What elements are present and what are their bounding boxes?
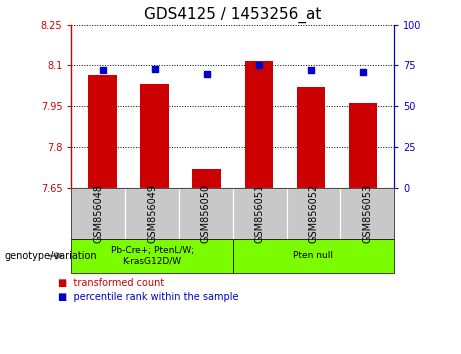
Bar [349, 103, 377, 188]
Text: GSM856052: GSM856052 [308, 184, 319, 243]
Text: GSM856049: GSM856049 [147, 184, 157, 243]
Point [151, 66, 159, 72]
Bar [193, 169, 221, 188]
Point [359, 69, 366, 75]
Text: genotype/variation: genotype/variation [5, 251, 97, 261]
Point [307, 68, 314, 73]
Point [99, 68, 106, 73]
Bar [244, 61, 273, 188]
Text: GSM856050: GSM856050 [201, 184, 211, 243]
Bar [89, 75, 117, 188]
Text: GSM856053: GSM856053 [362, 184, 372, 243]
Point [255, 63, 262, 68]
Text: GSM856048: GSM856048 [93, 184, 103, 243]
Bar [141, 85, 169, 188]
Text: Pb-Cre+; PtenL/W;
K-rasG12D/W: Pb-Cre+; PtenL/W; K-rasG12D/W [111, 246, 194, 266]
Point [203, 71, 211, 76]
Text: ■  percentile rank within the sample: ■ percentile rank within the sample [58, 292, 238, 302]
Bar [296, 87, 325, 188]
Text: Pten null: Pten null [294, 251, 333, 260]
Title: GDS4125 / 1453256_at: GDS4125 / 1453256_at [144, 7, 321, 23]
Text: GSM856051: GSM856051 [254, 184, 265, 243]
Text: ■  transformed count: ■ transformed count [58, 278, 164, 288]
